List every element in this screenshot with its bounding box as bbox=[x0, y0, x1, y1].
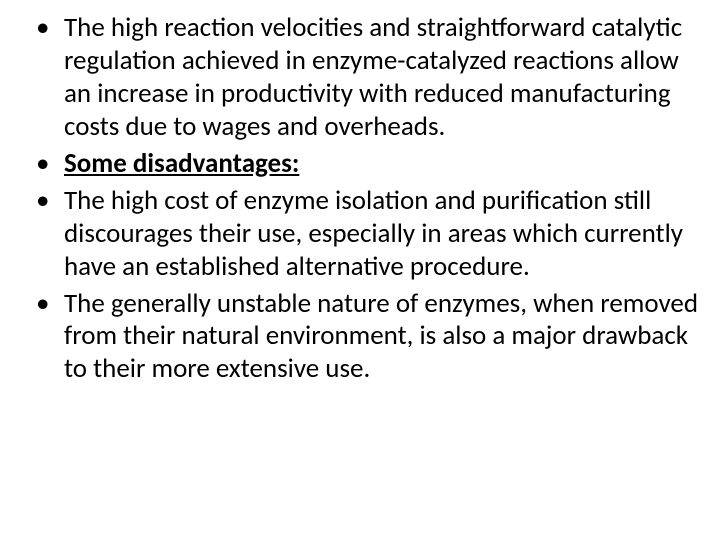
list-item: The high cost of enzyme isolation and pu… bbox=[64, 185, 700, 284]
slide-body: The high reaction velocities and straigh… bbox=[0, 0, 720, 540]
list-item: The generally unstable nature of enzymes… bbox=[64, 288, 700, 387]
bullet-list: The high reaction velocities and straigh… bbox=[20, 12, 700, 386]
list-item-text: The generally unstable nature of enzymes… bbox=[64, 287, 698, 386]
list-item: The high reaction velocities and straigh… bbox=[64, 12, 700, 144]
list-item: Some disadvantages: bbox=[64, 148, 700, 181]
section-heading: Some disadvantages: bbox=[64, 147, 299, 180]
list-item-text: The high reaction velocities and straigh… bbox=[64, 11, 682, 143]
list-item-text: The high cost of enzyme isolation and pu… bbox=[64, 184, 683, 283]
